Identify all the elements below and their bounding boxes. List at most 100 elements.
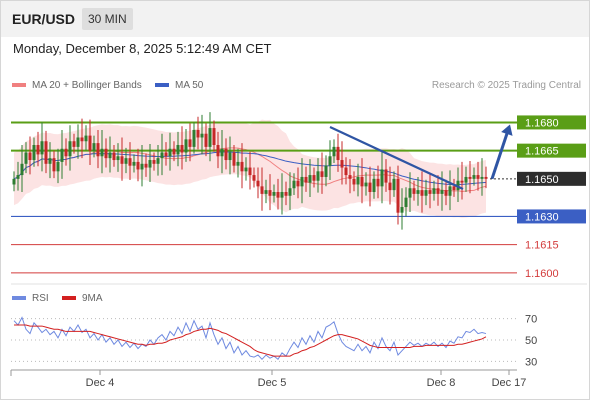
x-tick-label: Dec 17 bbox=[492, 377, 527, 389]
candle-body bbox=[408, 188, 412, 198]
level-label-2: 1.1650 bbox=[525, 174, 559, 186]
forecast-arrow-head bbox=[501, 124, 513, 136]
candle-body bbox=[304, 176, 308, 183]
level-label-0: 1.1680 bbox=[525, 117, 559, 129]
candle-body bbox=[48, 158, 52, 164]
candle-body bbox=[72, 141, 76, 147]
rsi-ma-swatch bbox=[62, 296, 76, 301]
candle-body bbox=[96, 143, 100, 157]
legend-ma50-label: MA 50 bbox=[175, 80, 204, 91]
candle-body bbox=[124, 158, 128, 164]
candle-body bbox=[244, 167, 248, 172]
legend-rsi-ma-label: 9MA bbox=[82, 293, 103, 304]
candle-body bbox=[412, 188, 416, 194]
candle-body bbox=[428, 190, 432, 194]
candle-body bbox=[388, 182, 392, 191]
candle-body bbox=[272, 192, 276, 196]
candle-body bbox=[484, 176, 488, 179]
level-tag-0 bbox=[517, 115, 586, 130]
candle-body bbox=[132, 161, 136, 166]
ma50-swatch bbox=[155, 83, 169, 88]
ma20-swatch bbox=[12, 83, 26, 88]
candle-body bbox=[384, 169, 388, 183]
candle-body bbox=[472, 175, 476, 179]
candle-body bbox=[172, 148, 176, 155]
candle-body bbox=[284, 192, 288, 196]
candle-body bbox=[52, 158, 56, 172]
level-tag-2 bbox=[517, 171, 586, 186]
candle-body bbox=[264, 190, 268, 194]
candle-body bbox=[260, 186, 264, 194]
candle-body bbox=[368, 182, 372, 192]
candle-body bbox=[92, 143, 96, 151]
forecast-arrow-shaft bbox=[490, 129, 510, 180]
legend-ma50: MA 50 bbox=[155, 80, 203, 91]
candle-body bbox=[216, 145, 220, 157]
candle-body bbox=[372, 178, 376, 192]
legend-ma20: MA 20 + Bollinger Bands bbox=[12, 80, 142, 91]
candle-body bbox=[128, 158, 132, 166]
candle-body bbox=[12, 178, 16, 185]
candle-body bbox=[404, 197, 408, 208]
candle-body bbox=[84, 135, 88, 142]
level-label-3: 1.1630 bbox=[525, 211, 559, 223]
legend-rsi: RSI bbox=[12, 293, 49, 304]
candle-body bbox=[184, 139, 188, 153]
candle-body bbox=[188, 139, 192, 147]
candle-body bbox=[316, 171, 320, 181]
candle-body bbox=[104, 148, 108, 159]
rsi-ma-line bbox=[14, 324, 487, 357]
candle-body bbox=[392, 178, 396, 191]
rsi-tick-label: 30 bbox=[525, 356, 537, 368]
candle-body bbox=[88, 135, 92, 151]
candle-body bbox=[20, 163, 24, 176]
candle-body bbox=[156, 158, 160, 164]
candle-body bbox=[36, 145, 40, 155]
candle-body bbox=[100, 148, 104, 157]
candle-body bbox=[356, 176, 360, 185]
candle-body bbox=[116, 156, 120, 161]
instrument-name: EUR/USD bbox=[12, 11, 76, 27]
rsi-swatch bbox=[12, 296, 26, 301]
candle-body bbox=[56, 161, 60, 172]
candle-body bbox=[24, 152, 28, 164]
candle-body bbox=[292, 180, 296, 189]
candle-body bbox=[444, 190, 448, 196]
candle-body bbox=[464, 176, 468, 183]
candle-body bbox=[300, 176, 304, 187]
timeframe-button[interactable]: 30 MIN bbox=[82, 8, 133, 30]
candle-body bbox=[64, 148, 68, 157]
candle-body bbox=[120, 156, 124, 164]
trendline bbox=[329, 126, 464, 190]
level-label-5: 1.1600 bbox=[525, 268, 559, 280]
candle-body bbox=[164, 152, 168, 157]
candle-body bbox=[108, 152, 112, 159]
x-tick-label: Dec 5 bbox=[258, 377, 287, 389]
level-tag-1 bbox=[517, 143, 586, 158]
candle-body bbox=[348, 175, 352, 179]
candle-body bbox=[476, 175, 480, 179]
rsi-tick-label: 70 bbox=[525, 314, 537, 326]
candle-body bbox=[440, 190, 444, 194]
candle-body bbox=[340, 160, 344, 168]
candle-body bbox=[252, 175, 256, 181]
candle-body bbox=[228, 152, 232, 161]
candle-body bbox=[328, 156, 332, 166]
level-label-1: 1.1665 bbox=[525, 146, 559, 158]
x-tick-label: Dec 8 bbox=[427, 377, 456, 389]
candle-body bbox=[452, 186, 456, 191]
candle-body bbox=[32, 145, 36, 161]
candle-body bbox=[200, 133, 204, 138]
candle-body bbox=[212, 128, 216, 145]
candle-body bbox=[396, 178, 400, 213]
candle-body bbox=[448, 186, 452, 196]
candle-body bbox=[220, 148, 224, 157]
rsi-tick-label: 50 bbox=[525, 335, 537, 347]
candle-body bbox=[332, 146, 336, 157]
candle-body bbox=[288, 188, 292, 196]
candle-body bbox=[456, 180, 460, 191]
chart-header: EUR/USD 30 MIN bbox=[1, 1, 589, 37]
x-tick-label: Dec 4 bbox=[86, 377, 115, 389]
candle-body bbox=[112, 152, 116, 161]
